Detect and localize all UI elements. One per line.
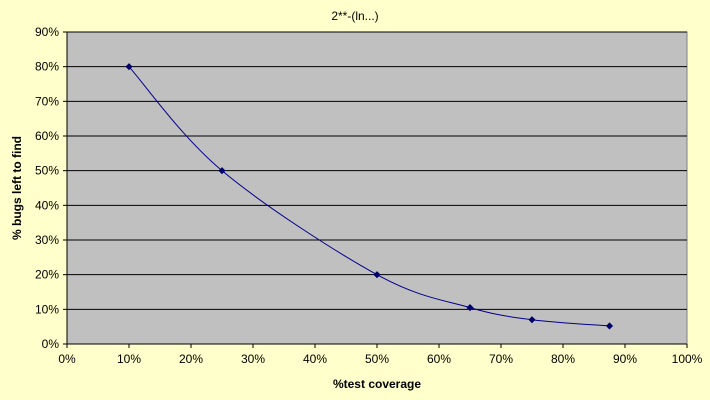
plot-area xyxy=(66,31,688,345)
y-tick-label: 20% xyxy=(35,268,59,282)
y-tick-label: 50% xyxy=(35,164,59,178)
gridlines xyxy=(67,31,687,310)
data-point-marker xyxy=(605,322,614,330)
y-tick-label: 40% xyxy=(35,198,59,212)
series-layer xyxy=(125,63,614,330)
x-tick-label: 70% xyxy=(489,352,513,366)
x-tick-label: 90% xyxy=(613,352,637,366)
y-tick-label: 0% xyxy=(42,337,60,351)
data-point-marker xyxy=(373,271,381,279)
chart-title: 2**-(ln...) xyxy=(331,9,378,23)
x-tick-label: 50% xyxy=(365,352,389,366)
y-tick-label: 80% xyxy=(35,60,59,74)
x-tick-label: 60% xyxy=(427,352,451,366)
x-tick-label: 80% xyxy=(551,352,575,366)
data-point-marker xyxy=(466,303,474,312)
y-tick-label: 60% xyxy=(35,129,59,143)
x-tick-label: 30% xyxy=(241,352,265,366)
x-tick-label: 0% xyxy=(58,352,76,366)
y-axis-title: % bugs left to find xyxy=(10,136,24,240)
axis-ticks: 0% 10% 20% 30% 40% 50% 60% 70% 80% 90% 0% 10% 20% 30%… xyxy=(35,25,703,366)
x-tick-label: 20% xyxy=(179,352,203,366)
data-point-marker xyxy=(125,63,133,71)
y-tick-label: 70% xyxy=(35,94,59,108)
x-tick-label: 40% xyxy=(303,352,327,366)
x-axis-title: %test coverage xyxy=(333,377,421,391)
y-tick-label: 30% xyxy=(35,233,59,247)
y-tick-label: 10% xyxy=(35,302,59,316)
x-tick-label: 100% xyxy=(672,352,703,366)
data-point-marker xyxy=(218,167,226,175)
x-tick-label: 10% xyxy=(117,352,141,366)
y-tick-label: 90% xyxy=(35,25,59,39)
data-point-marker xyxy=(528,316,536,324)
